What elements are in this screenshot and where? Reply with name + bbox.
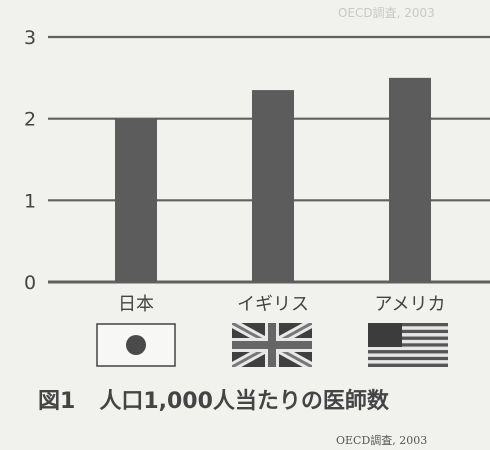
uk-flag-icon	[232, 323, 312, 367]
x-category-label: アメリカ	[374, 294, 445, 315]
figure-number: 図1	[38, 389, 76, 414]
x-category-label: 日本	[118, 294, 154, 315]
bar	[115, 118, 157, 283]
y-tick-label: 1	[24, 190, 36, 212]
figure-title: 人口1,000人当たりの医師数	[99, 389, 389, 414]
y-tick-label: 3	[24, 27, 36, 49]
y-tick-label: 2	[24, 109, 36, 131]
bar-chart: 0 1 2 3 日本 イギリス アメリカ	[24, 27, 490, 315]
x-category-label: イギリス	[237, 294, 309, 315]
bar	[389, 77, 431, 282]
bleed-through-text: OECD調査, 2003	[338, 6, 435, 20]
y-tick-label: 0	[24, 272, 36, 294]
bar	[252, 90, 294, 282]
japan-flag-icon	[96, 323, 176, 367]
source-note: OECD調査, 2003	[336, 434, 428, 447]
figure-caption: 図1 人口1,000人当たりの医師数	[38, 383, 389, 415]
us-flag-icon	[368, 323, 448, 367]
